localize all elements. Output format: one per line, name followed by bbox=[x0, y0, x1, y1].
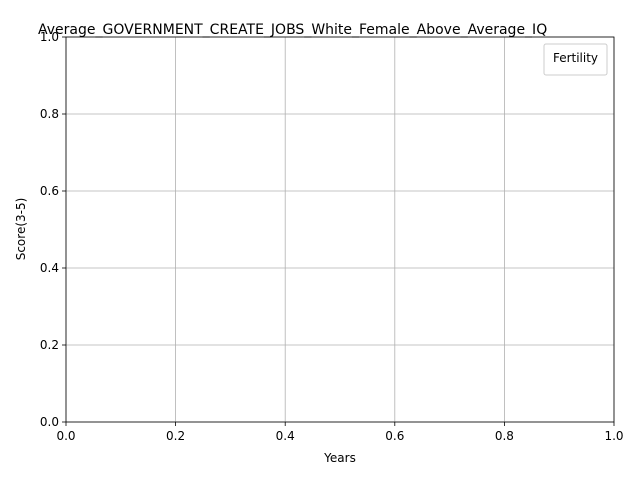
y-axis-label: Score(3-5) bbox=[14, 198, 28, 261]
legend: Fertility bbox=[543, 43, 608, 76]
x-tick-label: 0.6 bbox=[385, 429, 404, 443]
legend-title: Fertility bbox=[553, 51, 598, 65]
x-tick-label: 0.8 bbox=[495, 429, 514, 443]
x-axis-label: Years bbox=[323, 451, 356, 465]
y-tick-label: 0.8 bbox=[40, 107, 59, 121]
x-tick-label: 1.0 bbox=[604, 429, 623, 443]
grid bbox=[65, 36, 615, 423]
axes: 0.0 0.2 0.4 0.6 0.8 1.0 0.0 0.2 0.4 0.6 0.8 1.0 bbox=[40, 30, 624, 443]
y-tick-label: 0.2 bbox=[40, 338, 59, 352]
x-tick-label: 0.0 bbox=[56, 429, 75, 443]
legend-box bbox=[543, 43, 608, 76]
y-tick-label: 0.6 bbox=[40, 184, 59, 198]
axes-frame bbox=[65, 36, 615, 423]
plot-area bbox=[66, 37, 614, 422]
y-tick-label: 1.0 bbox=[40, 30, 59, 44]
x-tick-label: 0.4 bbox=[276, 429, 295, 443]
y-tick-label: 0.4 bbox=[40, 261, 59, 275]
chart-title: Average_GOVERNMENT_CREATE_JOBS_White_Fem… bbox=[38, 22, 547, 38]
y-tick-label: 0.0 bbox=[40, 415, 59, 429]
x-tick-label: 0.2 bbox=[166, 429, 185, 443]
